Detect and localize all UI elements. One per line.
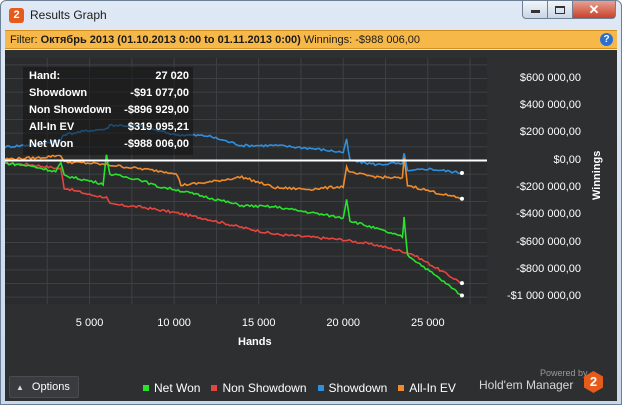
end-marker: [459, 281, 464, 286]
stat-label: All-In EV: [29, 121, 75, 133]
filter-bar[interactable]: Filter: Октябрь 2013 (01.10.2013 0:00 to…: [5, 30, 617, 49]
filter-winnings-value: -$988 006,00: [355, 34, 421, 46]
title-bar[interactable]: 2 Results Graph ✕: [1, 1, 621, 30]
stat-row: All-In EV $319 095,21: [29, 119, 189, 136]
product-name: Hold'em Manager: [479, 378, 574, 392]
legend-label: Showdown: [328, 381, 388, 395]
app-logo-icon: 2: [9, 8, 24, 23]
minimize-button[interactable]: [522, 1, 548, 19]
hem-logo-icon: 2: [584, 371, 603, 393]
legend-swatch: [143, 385, 149, 391]
x-axis-label: Hands: [238, 336, 272, 348]
maximize-icon: [555, 5, 565, 14]
legend-label: Net Won: [154, 381, 201, 395]
options-label: Options: [31, 381, 70, 393]
stat-value: -$91 077,00: [130, 87, 189, 99]
close-icon: ✕: [588, 2, 600, 17]
close-button[interactable]: ✕: [573, 1, 616, 19]
y-tick-label: $600 000,00: [519, 71, 581, 84]
x-tick-label: 10 000: [157, 317, 191, 329]
x-tick-label: 20 000: [326, 317, 361, 329]
stat-row: Non Showdown -$896 929,00: [29, 102, 189, 119]
y-tick-label: -$400 000,00: [516, 208, 581, 221]
caret-up-icon: ▲: [16, 382, 24, 392]
stat-value: 27 020: [155, 70, 189, 82]
legend-swatch: [317, 385, 324, 391]
legend-label: Non Showdown: [222, 381, 307, 395]
y-tick-label: -$800 000,00: [516, 262, 581, 275]
legend-item-net-won[interactable]: Net Won: [143, 381, 200, 395]
y-tick-label: -$200 000,00: [516, 180, 581, 193]
x-tick-label: 5 000: [75, 317, 104, 329]
stat-row: Showdown -$91 077,00: [29, 85, 189, 102]
series-line-non-showdown: [5, 161, 463, 284]
graph-panel: Hand: 27 020 Showdown -$91 077,00 Non Showdo…: [5, 50, 617, 401]
stat-label: Net Won: [29, 138, 74, 150]
chart-legend: Net Won Non Showdown Showdown All-In EV: [143, 380, 467, 396]
legend-item-showdown[interactable]: Showdown: [317, 381, 388, 395]
y-tick-label: $200 000,00: [519, 126, 581, 139]
stat-label: Hand:: [29, 70, 61, 82]
filter-label: Filter:: [10, 34, 38, 46]
window-controls: ✕: [522, 1, 616, 20]
filter-winnings-label: Winnings:: [303, 34, 353, 46]
options-button[interactable]: ▲ Options: [9, 376, 79, 398]
chart-overlay: [5, 159, 487, 298]
stat-row: Net Won -$988 006,00: [29, 136, 189, 153]
window-title: Results Graph: [30, 8, 107, 22]
stat-row: Hand: 27 020: [29, 68, 189, 85]
legend-swatch: [398, 385, 405, 391]
hover-stats-panel: Hand: 27 020 Showdown -$91 077,00 Non Showdo…: [23, 67, 193, 155]
y-tick-label: $0,00: [553, 153, 581, 166]
end-marker: [459, 170, 464, 175]
stat-value: $319 095,21: [127, 121, 189, 133]
legend-item-all-in-ev[interactable]: All-In EV: [398, 381, 456, 395]
x-tick-label: 25 000: [410, 317, 445, 329]
y-tick-label: -$600 000,00: [516, 235, 581, 248]
legend-label: All-In EV: [409, 381, 456, 395]
end-marker: [459, 196, 464, 201]
stat-label: Non Showdown: [29, 104, 112, 116]
end-marker: [459, 293, 464, 298]
filter-period: Октябрь 2013 (01.10.2013 0:00 to 01.11.2…: [40, 34, 301, 46]
stat-value: -$988 006,00: [124, 138, 189, 150]
help-icon[interactable]: ?: [600, 33, 613, 46]
y-axis-label: Winnings: [591, 150, 603, 200]
results-chart[interactable]: [5, 50, 617, 401]
y-tick-label: -$1 000 000,00: [506, 290, 581, 303]
filter-summary: Filter: Октябрь 2013 (01.10.2013 0:00 to…: [10, 34, 420, 46]
minimize-icon: [530, 10, 540, 13]
maximize-button[interactable]: [548, 1, 573, 19]
legend-item-non-showdown[interactable]: Non Showdown: [211, 381, 307, 395]
x-tick-label: 15 000: [241, 317, 276, 329]
stat-value: -$896 929,00: [124, 104, 189, 116]
powered-by-text: Powered by: [540, 368, 588, 378]
stat-label: Showdown: [29, 87, 88, 99]
series-line-all-in-ev: [5, 154, 463, 200]
legend-swatch: [211, 385, 218, 391]
y-tick-label: $400 000,00: [519, 98, 581, 111]
series-line-net-won: [5, 153, 463, 297]
